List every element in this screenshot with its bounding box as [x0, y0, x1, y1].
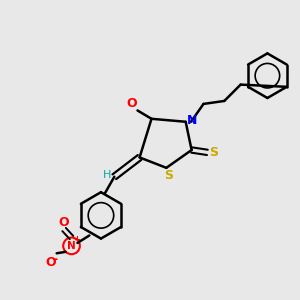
Text: O: O	[59, 216, 69, 229]
Text: O: O	[45, 256, 56, 269]
Text: H: H	[103, 170, 111, 180]
Text: N: N	[187, 114, 197, 127]
Text: N: N	[67, 241, 76, 251]
Text: S: S	[164, 169, 173, 182]
Text: -: -	[52, 253, 58, 266]
Text: +: +	[74, 235, 80, 244]
Text: S: S	[209, 146, 218, 160]
Text: O: O	[127, 98, 137, 110]
